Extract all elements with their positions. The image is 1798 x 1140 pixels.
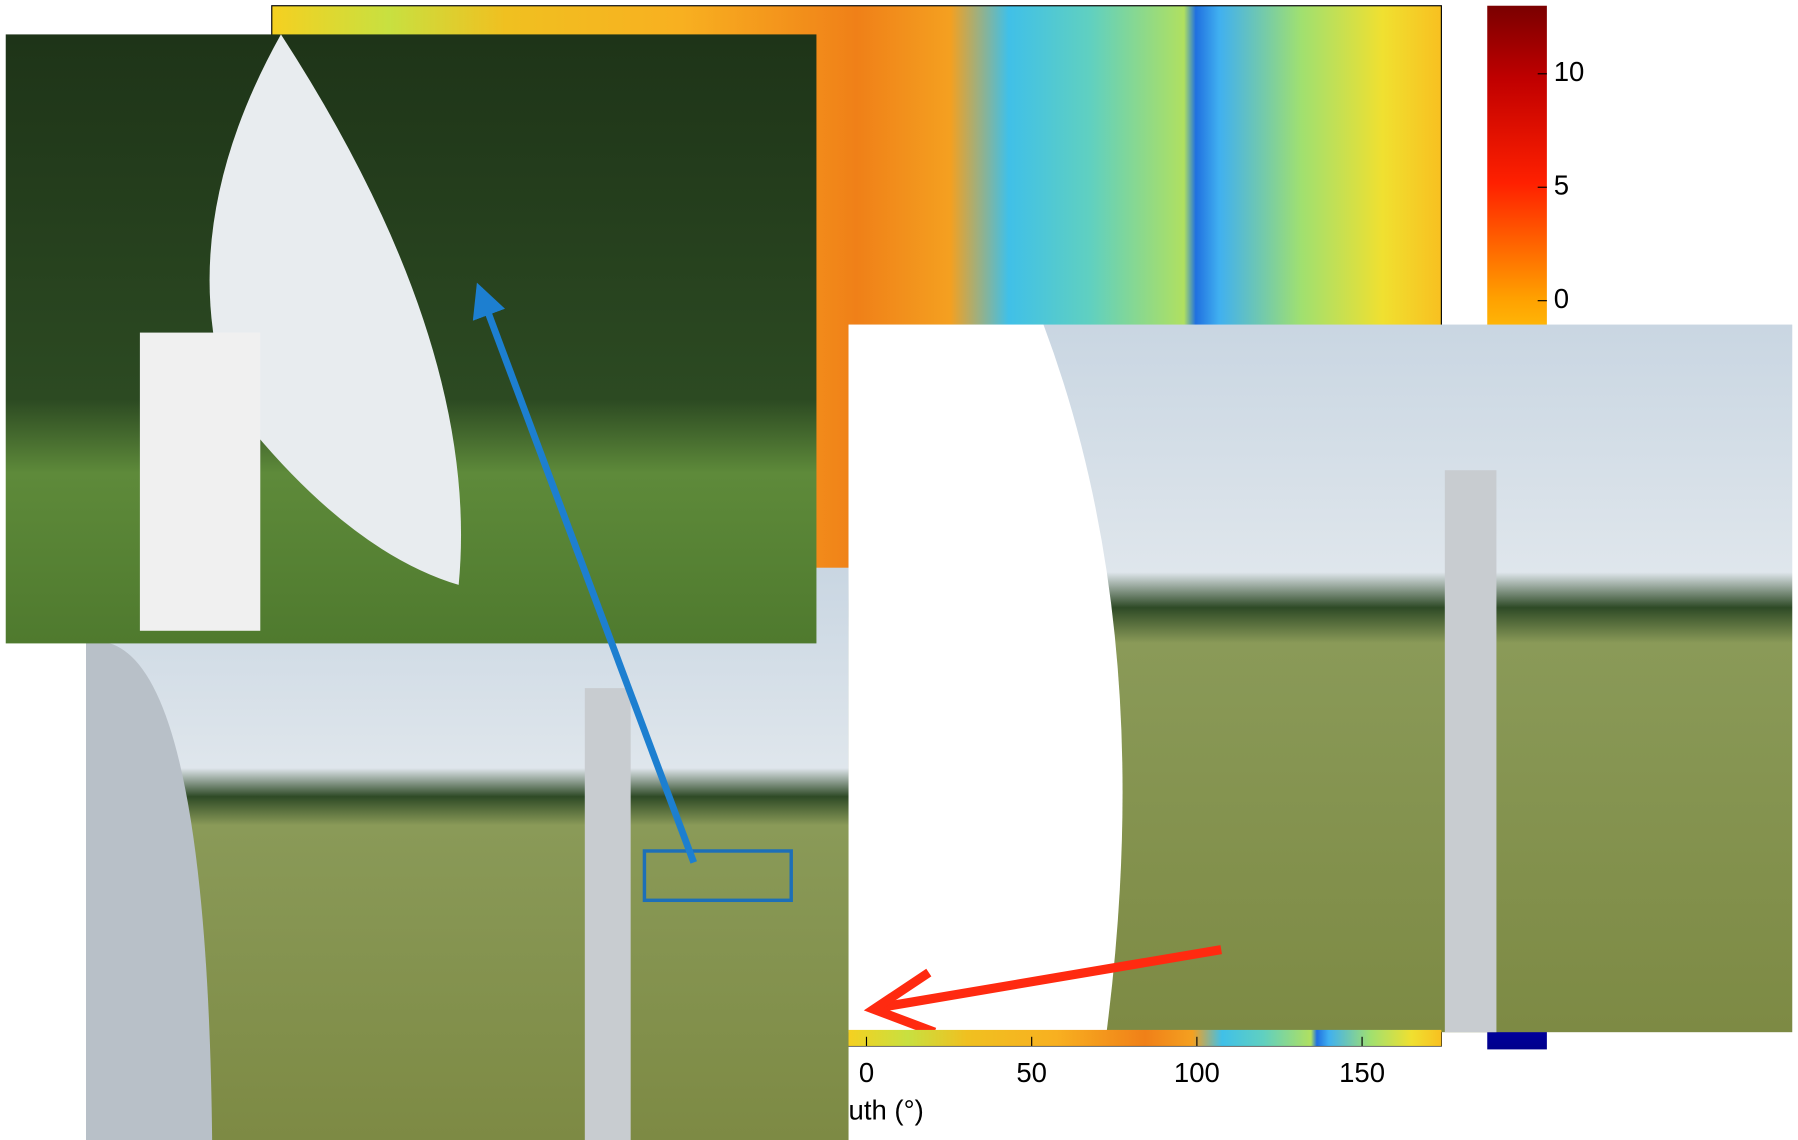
x-tick-label: 150: [1339, 1057, 1385, 1088]
colorbar-tick-label: 0: [1554, 283, 1569, 314]
pedestal: [140, 333, 260, 631]
x-tick-label: 0: [859, 1057, 874, 1088]
x-tick-label: 100: [1174, 1057, 1220, 1088]
mast-2: [1445, 470, 1497, 1032]
colorbar-tick-label: 5: [1554, 170, 1569, 201]
x-tick-label: 50: [1016, 1057, 1047, 1088]
mast: [585, 688, 631, 1140]
x-axis-label: uth (°): [849, 1095, 924, 1126]
heatmap-strip: [849, 1030, 1442, 1046]
colorbar-tick-label: 10: [1554, 56, 1585, 87]
slide: uth (°) 0 50 100 150 0 5 10: [0, 0, 1798, 1140]
